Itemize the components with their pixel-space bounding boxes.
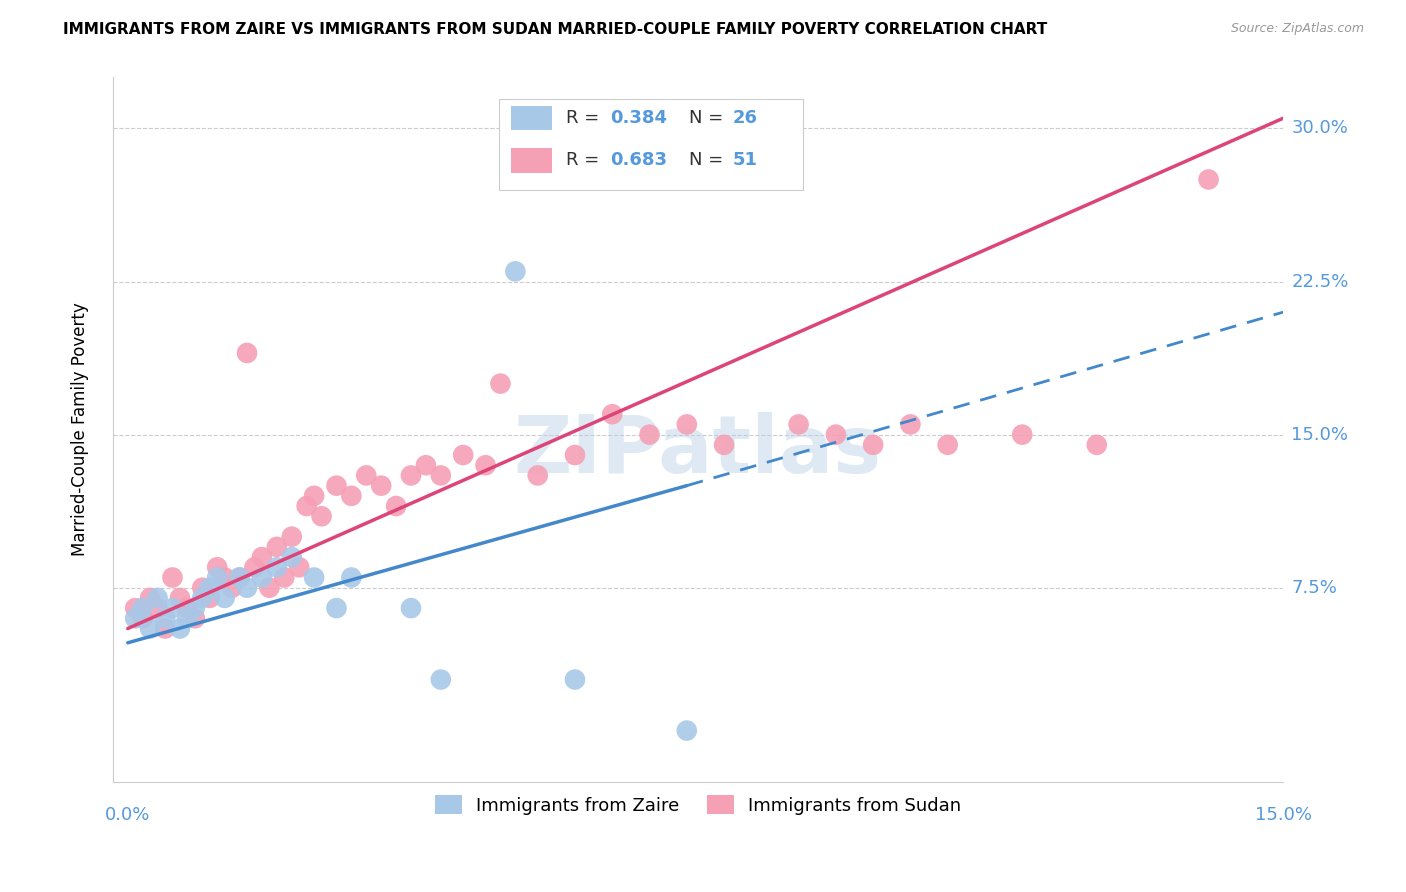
Point — [356, 468, 378, 483]
Point — [169, 622, 191, 636]
Point — [415, 458, 437, 473]
Text: 51: 51 — [733, 151, 758, 169]
Point — [176, 611, 198, 625]
Point — [325, 478, 347, 492]
Point — [302, 489, 325, 503]
Text: 0.0%: 0.0% — [105, 806, 150, 824]
Point — [153, 622, 176, 636]
Text: 0.384: 0.384 — [610, 109, 668, 127]
Point — [131, 601, 153, 615]
Point — [184, 601, 207, 615]
Text: N =: N = — [689, 109, 728, 127]
Text: ZIPatlas: ZIPatlas — [513, 411, 882, 490]
Point — [288, 560, 311, 574]
Point — [675, 723, 697, 738]
Point — [266, 560, 288, 574]
Point — [564, 448, 586, 462]
Point — [124, 611, 146, 625]
Point — [1011, 427, 1033, 442]
Point — [191, 591, 214, 605]
Point — [243, 560, 266, 574]
Text: 30.0%: 30.0% — [1292, 120, 1348, 137]
Point — [474, 458, 496, 473]
Point — [311, 509, 333, 524]
Point — [280, 530, 302, 544]
Point — [399, 601, 422, 615]
Point — [713, 438, 735, 452]
Point — [325, 601, 347, 615]
Point — [176, 601, 198, 615]
Point — [162, 570, 184, 584]
Point — [198, 591, 221, 605]
Text: 22.5%: 22.5% — [1292, 273, 1348, 291]
Point — [139, 622, 162, 636]
Point — [430, 673, 453, 687]
Point — [228, 570, 250, 584]
Text: Source: ZipAtlas.com: Source: ZipAtlas.com — [1230, 22, 1364, 36]
Point — [600, 407, 623, 421]
Point — [675, 417, 697, 432]
Point — [385, 499, 408, 513]
Text: IMMIGRANTS FROM ZAIRE VS IMMIGRANTS FROM SUDAN MARRIED-COUPLE FAMILY POVERTY COR: IMMIGRANTS FROM ZAIRE VS IMMIGRANTS FROM… — [63, 22, 1047, 37]
Point — [205, 570, 228, 584]
Point — [184, 611, 207, 625]
Point — [399, 468, 422, 483]
Point — [526, 468, 548, 483]
Point — [936, 438, 959, 452]
Point — [825, 427, 848, 442]
Text: R =: R = — [565, 109, 605, 127]
Point — [228, 570, 250, 584]
Point — [370, 478, 392, 492]
Y-axis label: Married-Couple Family Poverty: Married-Couple Family Poverty — [72, 302, 89, 557]
Point — [169, 591, 191, 605]
Text: 15.0%: 15.0% — [1292, 425, 1348, 443]
Point — [489, 376, 512, 391]
Point — [153, 611, 176, 625]
Point — [280, 550, 302, 565]
FancyBboxPatch shape — [510, 148, 551, 172]
Point — [564, 673, 586, 687]
Point — [340, 489, 363, 503]
Point — [862, 438, 884, 452]
Point — [250, 570, 273, 584]
Point — [221, 581, 243, 595]
Text: 15.0%: 15.0% — [1254, 806, 1312, 824]
Text: 26: 26 — [733, 109, 758, 127]
Point — [214, 591, 236, 605]
Point — [1198, 172, 1220, 186]
Point — [340, 570, 363, 584]
Point — [214, 570, 236, 584]
Text: 7.5%: 7.5% — [1292, 579, 1337, 597]
Point — [505, 264, 527, 278]
Point — [266, 540, 288, 554]
Point — [124, 601, 146, 615]
Point — [250, 550, 273, 565]
Point — [162, 601, 184, 615]
Point — [295, 499, 318, 513]
Point — [638, 427, 661, 442]
Legend: Immigrants from Zaire, Immigrants from Sudan: Immigrants from Zaire, Immigrants from S… — [427, 788, 969, 822]
Point — [236, 346, 259, 360]
Point — [139, 591, 162, 605]
Point — [451, 448, 474, 462]
Point — [302, 570, 325, 584]
Bar — [499, 98, 803, 190]
Point — [430, 468, 453, 483]
Text: N =: N = — [689, 151, 728, 169]
FancyBboxPatch shape — [510, 105, 551, 130]
Text: 0.683: 0.683 — [610, 151, 668, 169]
Point — [273, 570, 295, 584]
Point — [259, 581, 281, 595]
Point — [900, 417, 922, 432]
Point — [146, 591, 169, 605]
Point — [236, 581, 259, 595]
Point — [205, 560, 228, 574]
Point — [1085, 438, 1108, 452]
Point — [131, 611, 153, 625]
Point — [787, 417, 810, 432]
Point — [146, 601, 169, 615]
Point — [198, 581, 221, 595]
Text: R =: R = — [565, 151, 605, 169]
Point — [191, 581, 214, 595]
